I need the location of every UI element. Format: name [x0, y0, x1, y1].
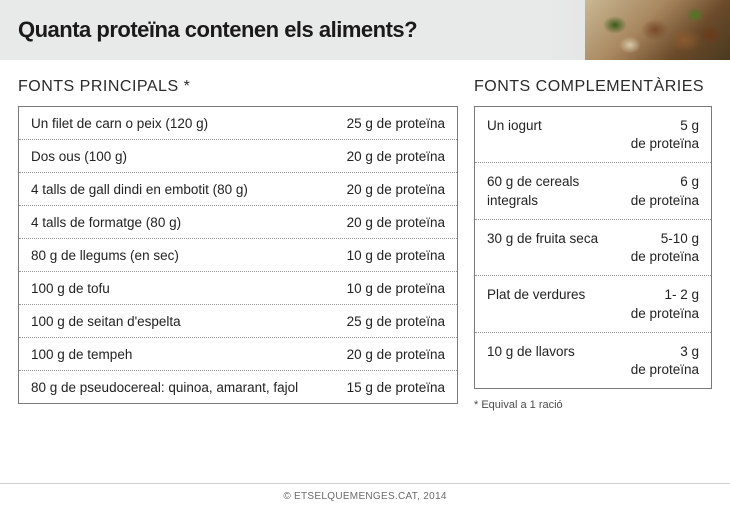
main-sources-column: FONTS PRINCIPALS * Un filet de carn o pe… [18, 78, 458, 411]
protein-amount: 15 g de proteïna [347, 380, 445, 395]
protein-amount-unit: de proteïna [631, 361, 699, 379]
protein-amount: 3 gde proteïna [631, 343, 699, 379]
food-label: 4 talls de formatge (80 g) [31, 215, 347, 230]
food-label: Un filet de carn o peix (120 g) [31, 116, 347, 131]
table-row: Un iogurt5 gde proteïna [475, 107, 711, 163]
complementary-sources-title: FONTS COMPLEMENTÀRIES [474, 78, 712, 96]
food-label: 10 g de llavors [487, 343, 631, 361]
protein-amount-unit: de proteïna [631, 248, 699, 266]
protein-amount: 10 g de proteïna [347, 281, 445, 296]
food-label: 80 g de llegums (en sec) [31, 248, 347, 263]
protein-amount: 5-10 gde proteïna [631, 230, 699, 266]
content-area: FONTS PRINCIPALS * Un filet de carn o pe… [0, 60, 730, 411]
page-title: Quanta proteïna contenen els aliments? [18, 17, 417, 43]
header-food-image [585, 0, 730, 60]
protein-amount: 6 gde proteïna [631, 173, 699, 209]
protein-amount-value: 5 g [631, 117, 699, 135]
table-row: 30 g de fruita seca5-10 gde proteïna [475, 220, 711, 276]
food-label: Dos ous (100 g) [31, 149, 347, 164]
header-bar: Quanta proteïna contenen els aliments? [0, 0, 730, 60]
table-row: Dos ous (100 g)20 g de proteïna [19, 140, 457, 173]
food-label: Un iogurt [487, 117, 631, 135]
table-row: 60 g de cereals integrals6 gde proteïna [475, 163, 711, 219]
protein-amount: 20 g de proteïna [347, 182, 445, 197]
table-row: 10 g de llavors3 gde proteïna [475, 333, 711, 388]
food-label: Plat de verdures [487, 286, 631, 304]
protein-amount-unit: de proteïna [631, 192, 699, 210]
complementary-sources-column: FONTS COMPLEMENTÀRIES Un iogurt5 gde pro… [474, 78, 712, 411]
footnote: * Equival a 1 ració [474, 399, 712, 411]
complementary-sources-table: Un iogurt5 gde proteïna60 g de cereals i… [474, 106, 712, 389]
table-row: 80 g de llegums (en sec)10 g de proteïna [19, 239, 457, 272]
protein-amount-value: 3 g [631, 343, 699, 361]
protein-amount: 20 g de proteïna [347, 149, 445, 164]
table-row: 4 talls de gall dindi en embotit (80 g)2… [19, 173, 457, 206]
table-row: 4 talls de formatge (80 g)20 g de proteï… [19, 206, 457, 239]
food-label: 80 g de pseudocereal: quinoa, amarant, f… [31, 380, 347, 395]
table-row: Plat de verdures1- 2 gde proteïna [475, 276, 711, 332]
protein-amount: 5 gde proteïna [631, 117, 699, 153]
food-label: 30 g de fruita seca [487, 230, 631, 248]
protein-amount: 25 g de proteïna [347, 116, 445, 131]
main-sources-table: Un filet de carn o peix (120 g)25 g de p… [18, 106, 458, 404]
protein-amount: 20 g de proteïna [347, 215, 445, 230]
table-row: 100 g de tempeh20 g de proteïna [19, 338, 457, 371]
protein-amount: 20 g de proteïna [347, 347, 445, 362]
protein-amount: 10 g de proteïna [347, 248, 445, 263]
protein-amount-value: 6 g [631, 173, 699, 191]
food-label: 100 g de tofu [31, 281, 347, 296]
food-label: 100 g de seitan d'espelta [31, 314, 347, 329]
table-row: 100 g de tofu10 g de proteïna [19, 272, 457, 305]
footer-copyright: © ETSELQUEMENGES.CAT, 2014 [0, 483, 730, 509]
main-sources-title: FONTS PRINCIPALS * [18, 78, 458, 96]
protein-amount-unit: de proteïna [631, 135, 699, 153]
protein-amount-value: 1- 2 g [631, 286, 699, 304]
food-label: 100 g de tempeh [31, 347, 347, 362]
table-row: 80 g de pseudocereal: quinoa, amarant, f… [19, 371, 457, 403]
protein-amount: 25 g de proteïna [347, 314, 445, 329]
protein-amount-unit: de proteïna [631, 305, 699, 323]
food-label: 60 g de cereals integrals [487, 173, 631, 209]
protein-amount: 1- 2 gde proteïna [631, 286, 699, 322]
table-row: Un filet de carn o peix (120 g)25 g de p… [19, 107, 457, 140]
protein-amount-value: 5-10 g [631, 230, 699, 248]
table-row: 100 g de seitan d'espelta25 g de proteïn… [19, 305, 457, 338]
food-label: 4 talls de gall dindi en embotit (80 g) [31, 182, 347, 197]
